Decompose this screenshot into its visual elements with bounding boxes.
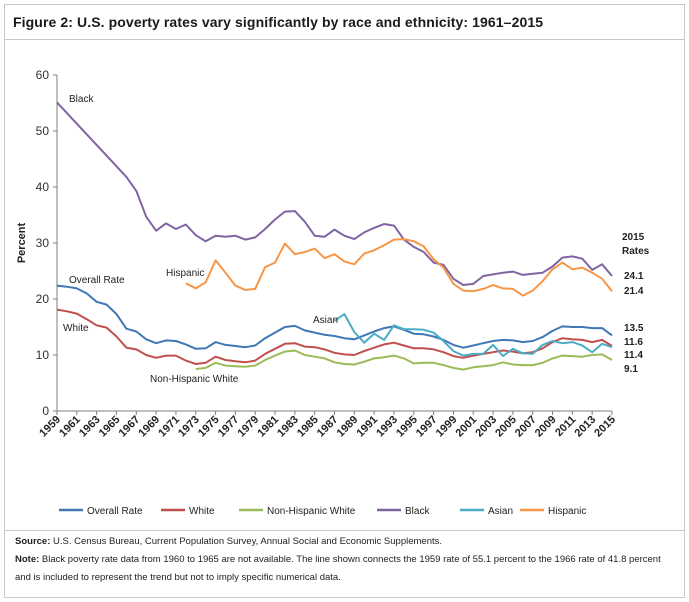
legend-label-white: White <box>189 506 215 517</box>
y-tick-label: 0 <box>42 404 49 418</box>
source-text: U.S. Census Bureau, Current Population S… <box>50 536 443 547</box>
x-tick-label: 1991 <box>354 414 380 440</box>
figure-frame <box>4 4 685 598</box>
x-tick-label: 1989 <box>335 414 361 440</box>
y-tick-label: 50 <box>36 124 50 138</box>
series-line-hispanic <box>185 238 613 297</box>
y-tick-label: 20 <box>36 292 50 306</box>
chart-container: 0 10 20 30 40 50 60 Percent 1959 1961 1963 1965 1967… <box>5 40 684 535</box>
x-tick-label: 1977 <box>216 414 242 440</box>
x-tick-label: 1981 <box>255 414 281 440</box>
x-tick-label: 1967 <box>117 414 143 440</box>
x-tick-label: 1969 <box>136 414 162 440</box>
series-line-overall-rate <box>56 284 613 350</box>
end-value-white: 11.6 <box>624 337 643 348</box>
end-value-hispanic: 21.4 <box>624 286 644 297</box>
x-tick-label: 1975 <box>196 414 222 440</box>
x-tick-label: 2005 <box>493 414 519 440</box>
x-tick-label: 2003 <box>473 414 499 440</box>
x-tick-label: 1979 <box>236 414 262 440</box>
y-axis-title: Percent <box>16 222 28 263</box>
y-tick-label: 10 <box>36 348 50 362</box>
x-tick-label: 1983 <box>275 414 301 440</box>
figure-title-bar: Figure 2: U.S. poverty rates vary signif… <box>5 5 684 40</box>
x-tick-label: 1965 <box>97 414 123 440</box>
x-tick-label: 1971 <box>156 414 182 440</box>
x-tick-label: 1963 <box>77 414 103 440</box>
x-tick-label: 1973 <box>176 414 202 440</box>
data-note: Note: Black poverty rate data from 1960 … <box>15 551 675 587</box>
end-value-overall-rate: 13.5 <box>624 323 644 334</box>
x-tick-label: 1959 <box>37 414 63 440</box>
note-text: Black poverty rate data from 1960 to 196… <box>15 554 661 583</box>
legend-label-asian: Asian <box>488 506 513 517</box>
x-tick-label: 2009 <box>533 414 559 440</box>
annotation-overall-rate: Overall Rate <box>69 275 125 286</box>
rates-header-year: 2015 <box>622 232 645 243</box>
annotation-white: White <box>63 323 89 334</box>
series-line-asian <box>333 313 613 358</box>
legend-label-non-hispanic-white: Non-Hispanic White <box>267 506 356 517</box>
y-tick-label: 30 <box>36 236 50 250</box>
source-label: Source: <box>15 536 51 547</box>
x-tick-label: 1993 <box>374 414 400 440</box>
series-line-black <box>56 101 613 286</box>
y-tick-label: 40 <box>36 180 50 194</box>
end-value-black: 24.1 <box>624 271 644 282</box>
x-tick-label: 1985 <box>295 414 321 440</box>
end-value-asian: 11.4 <box>624 350 643 361</box>
annotation-hispanic: Hispanic <box>166 268 204 279</box>
end-value-non-hispanic-white: 9.1 <box>624 364 638 375</box>
annotation-black: Black <box>69 94 94 105</box>
figure-footer: Source: U.S. Census Bureau, Current Popu… <box>5 530 684 583</box>
x-tick-label: 2015 <box>592 414 618 440</box>
x-tick-label: 1997 <box>414 414 440 440</box>
y-tick-label: 60 <box>36 68 50 82</box>
poverty-rate-chart: 0 10 20 30 40 50 60 Percent 19591961196319651967… <box>16 68 650 517</box>
figure-title: Figure 2: U.S. poverty rates vary signif… <box>13 14 544 30</box>
x-tick-label: 1999 <box>434 414 460 440</box>
legend-label-overall-rate: Overall Rate <box>87 506 143 517</box>
note-label: Note: <box>15 554 40 565</box>
series-line-non-hispanic-white <box>195 349 613 371</box>
source-note: Source: U.S. Census Bureau, Current Popu… <box>15 533 675 551</box>
x-tick-label: 2013 <box>573 414 599 440</box>
x-tick-label: 1961 <box>57 414 83 440</box>
x-tick-label: 2001 <box>454 414 480 440</box>
x-tick-label: 2011 <box>553 414 578 439</box>
annotation-asian: Asian <box>313 315 338 326</box>
x-tick-label: 1987 <box>315 414 341 440</box>
annotation-non-hispanic-white: Non-Hispanic White <box>150 374 239 385</box>
legend-label-black: Black <box>405 506 430 517</box>
rates-header-label: Rates <box>622 246 650 257</box>
legend-label-hispanic: Hispanic <box>548 506 586 517</box>
x-tick-label: 2007 <box>513 414 539 440</box>
x-tick-label: 1995 <box>394 414 420 440</box>
